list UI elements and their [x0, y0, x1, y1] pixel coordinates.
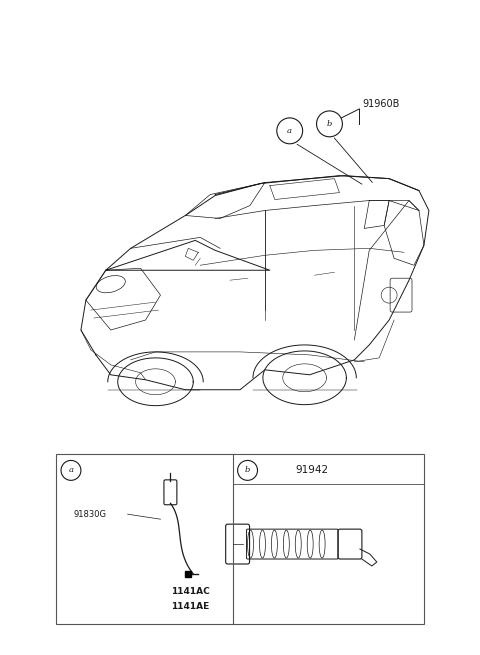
Text: 91960B: 91960B — [362, 99, 400, 109]
Text: b: b — [245, 466, 250, 474]
Text: 1141AE: 1141AE — [171, 603, 209, 611]
Text: b: b — [327, 120, 332, 128]
Text: a: a — [69, 466, 73, 474]
Circle shape — [238, 460, 257, 480]
Circle shape — [277, 118, 302, 144]
Text: 1141AC: 1141AC — [171, 588, 210, 596]
Text: 91942: 91942 — [296, 466, 329, 476]
Circle shape — [61, 460, 81, 480]
Circle shape — [316, 111, 342, 137]
Text: 91830G: 91830G — [74, 510, 107, 519]
Bar — [56, 455, 424, 624]
Text: a: a — [287, 127, 292, 135]
